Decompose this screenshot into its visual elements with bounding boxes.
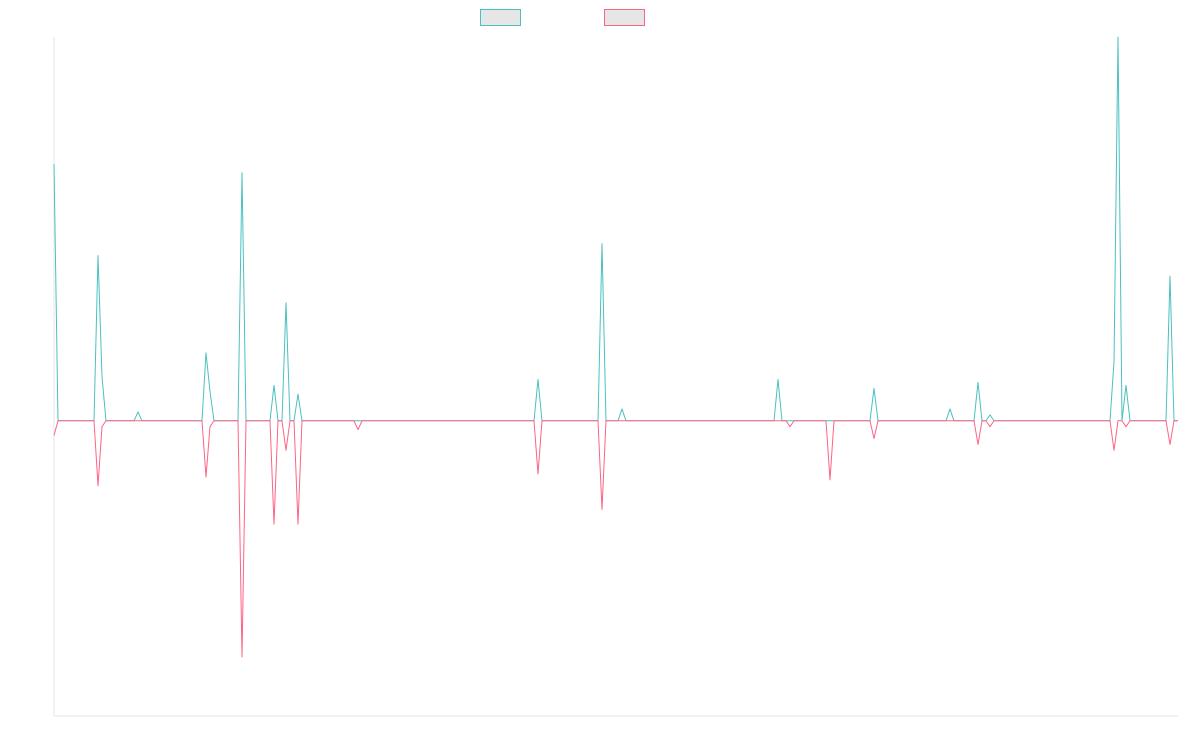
series-2-line	[53, 420, 1178, 658]
plot-area	[53, 36, 1178, 658]
legend-swatch-1[interactable]	[480, 9, 521, 26]
axes	[53, 37, 1178, 717]
series-1-line	[53, 36, 1178, 422]
legend[interactable]	[480, 9, 645, 26]
legend-swatch-2[interactable]	[604, 9, 645, 26]
